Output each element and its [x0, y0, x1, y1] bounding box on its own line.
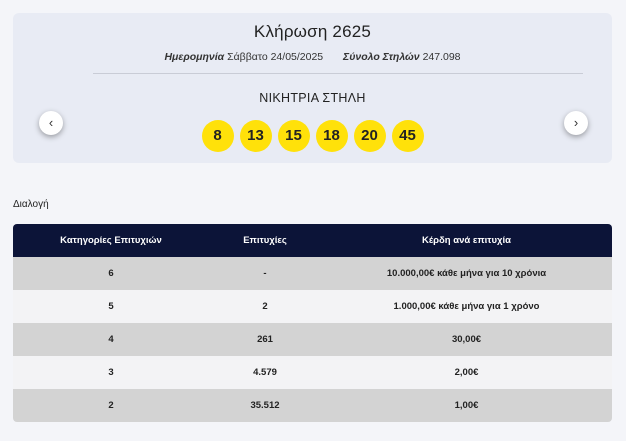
section-label: Διαλογή: [13, 199, 49, 210]
winning-column-title: ΝΙΚΗΤΡΙΑ ΣΤΗΛΗ: [259, 91, 366, 105]
table-row: 5 2 1.000,00€ κάθε μήνα για 1 χρόνο: [13, 290, 612, 323]
header-category: Κατηγορίες Επιτυχιών: [60, 235, 162, 246]
cell-winners: -: [263, 268, 267, 279]
table-row: 2 35.512 1,00€: [13, 389, 612, 422]
number-ball: 13: [239, 120, 272, 152]
cell-category: 5: [108, 301, 114, 312]
cell-prize: 1,00€: [454, 400, 479, 411]
cell-category: 3: [108, 367, 114, 378]
draw-title: Κλήρωση 2625: [253, 22, 372, 41]
cell-winners: 2: [262, 301, 268, 312]
divider: [93, 73, 583, 74]
chevron-left-icon: ‹: [48, 115, 54, 130]
draw-meta: Ημερομηνία Σάββατο 24/05/2025 Σύνολο Στη…: [13, 51, 612, 63]
number-ball: 8: [201, 120, 234, 152]
table-row: 6 - 10.000,00€ κάθε μήνα για 10 χρόνια: [13, 257, 612, 290]
cell-winners: 261: [257, 334, 273, 345]
draw-card: Κλήρωση 2625 Ημερομηνία Σάββατο 24/05/20…: [13, 13, 612, 163]
table-row: 4 261 30,00€: [13, 323, 612, 356]
number-ball: 18: [315, 120, 348, 152]
cell-prize: 10.000,00€ κάθε μήνα για 10 χρόνια: [386, 268, 547, 279]
date-value: Σάββατο 24/05/2025: [227, 51, 324, 63]
cell-prize: 1.000,00€ κάθε μήνα για 1 χρόνο: [393, 301, 540, 312]
prev-draw-button[interactable]: ‹: [39, 111, 63, 135]
header-prize: Κέρδη ανά επιτυχία: [422, 235, 511, 246]
number-ball: 45: [391, 120, 424, 152]
cell-category: 6: [108, 268, 114, 279]
next-draw-button[interactable]: ›: [564, 111, 588, 135]
columns-value: 247.098: [422, 51, 461, 63]
date-label: Ημερομηνία: [164, 51, 225, 63]
cell-winners: 35.512: [250, 400, 280, 411]
chevron-right-icon: ›: [573, 115, 579, 130]
cell-category: 2: [108, 400, 114, 411]
columns-label: Σύνολο Στηλών: [343, 51, 420, 63]
cell-category: 4: [108, 334, 114, 345]
table-row: 3 4.579 2,00€: [13, 356, 612, 389]
cell-prize: 30,00€: [451, 334, 482, 345]
cell-winners: 4.579: [253, 367, 277, 378]
winning-numbers: 8 13 15 18 20 45: [13, 120, 612, 152]
number-ball: 20: [353, 120, 386, 152]
header-winners: Επιτυχίες: [243, 235, 287, 246]
cell-prize: 2,00€: [454, 367, 479, 378]
prize-table: Κατηγορίες Επιτυχιών Επιτυχίες Κέρδη ανά…: [13, 224, 612, 422]
table-header: Κατηγορίες Επιτυχιών Επιτυχίες Κέρδη ανά…: [13, 224, 612, 257]
number-ball: 15: [277, 120, 310, 152]
